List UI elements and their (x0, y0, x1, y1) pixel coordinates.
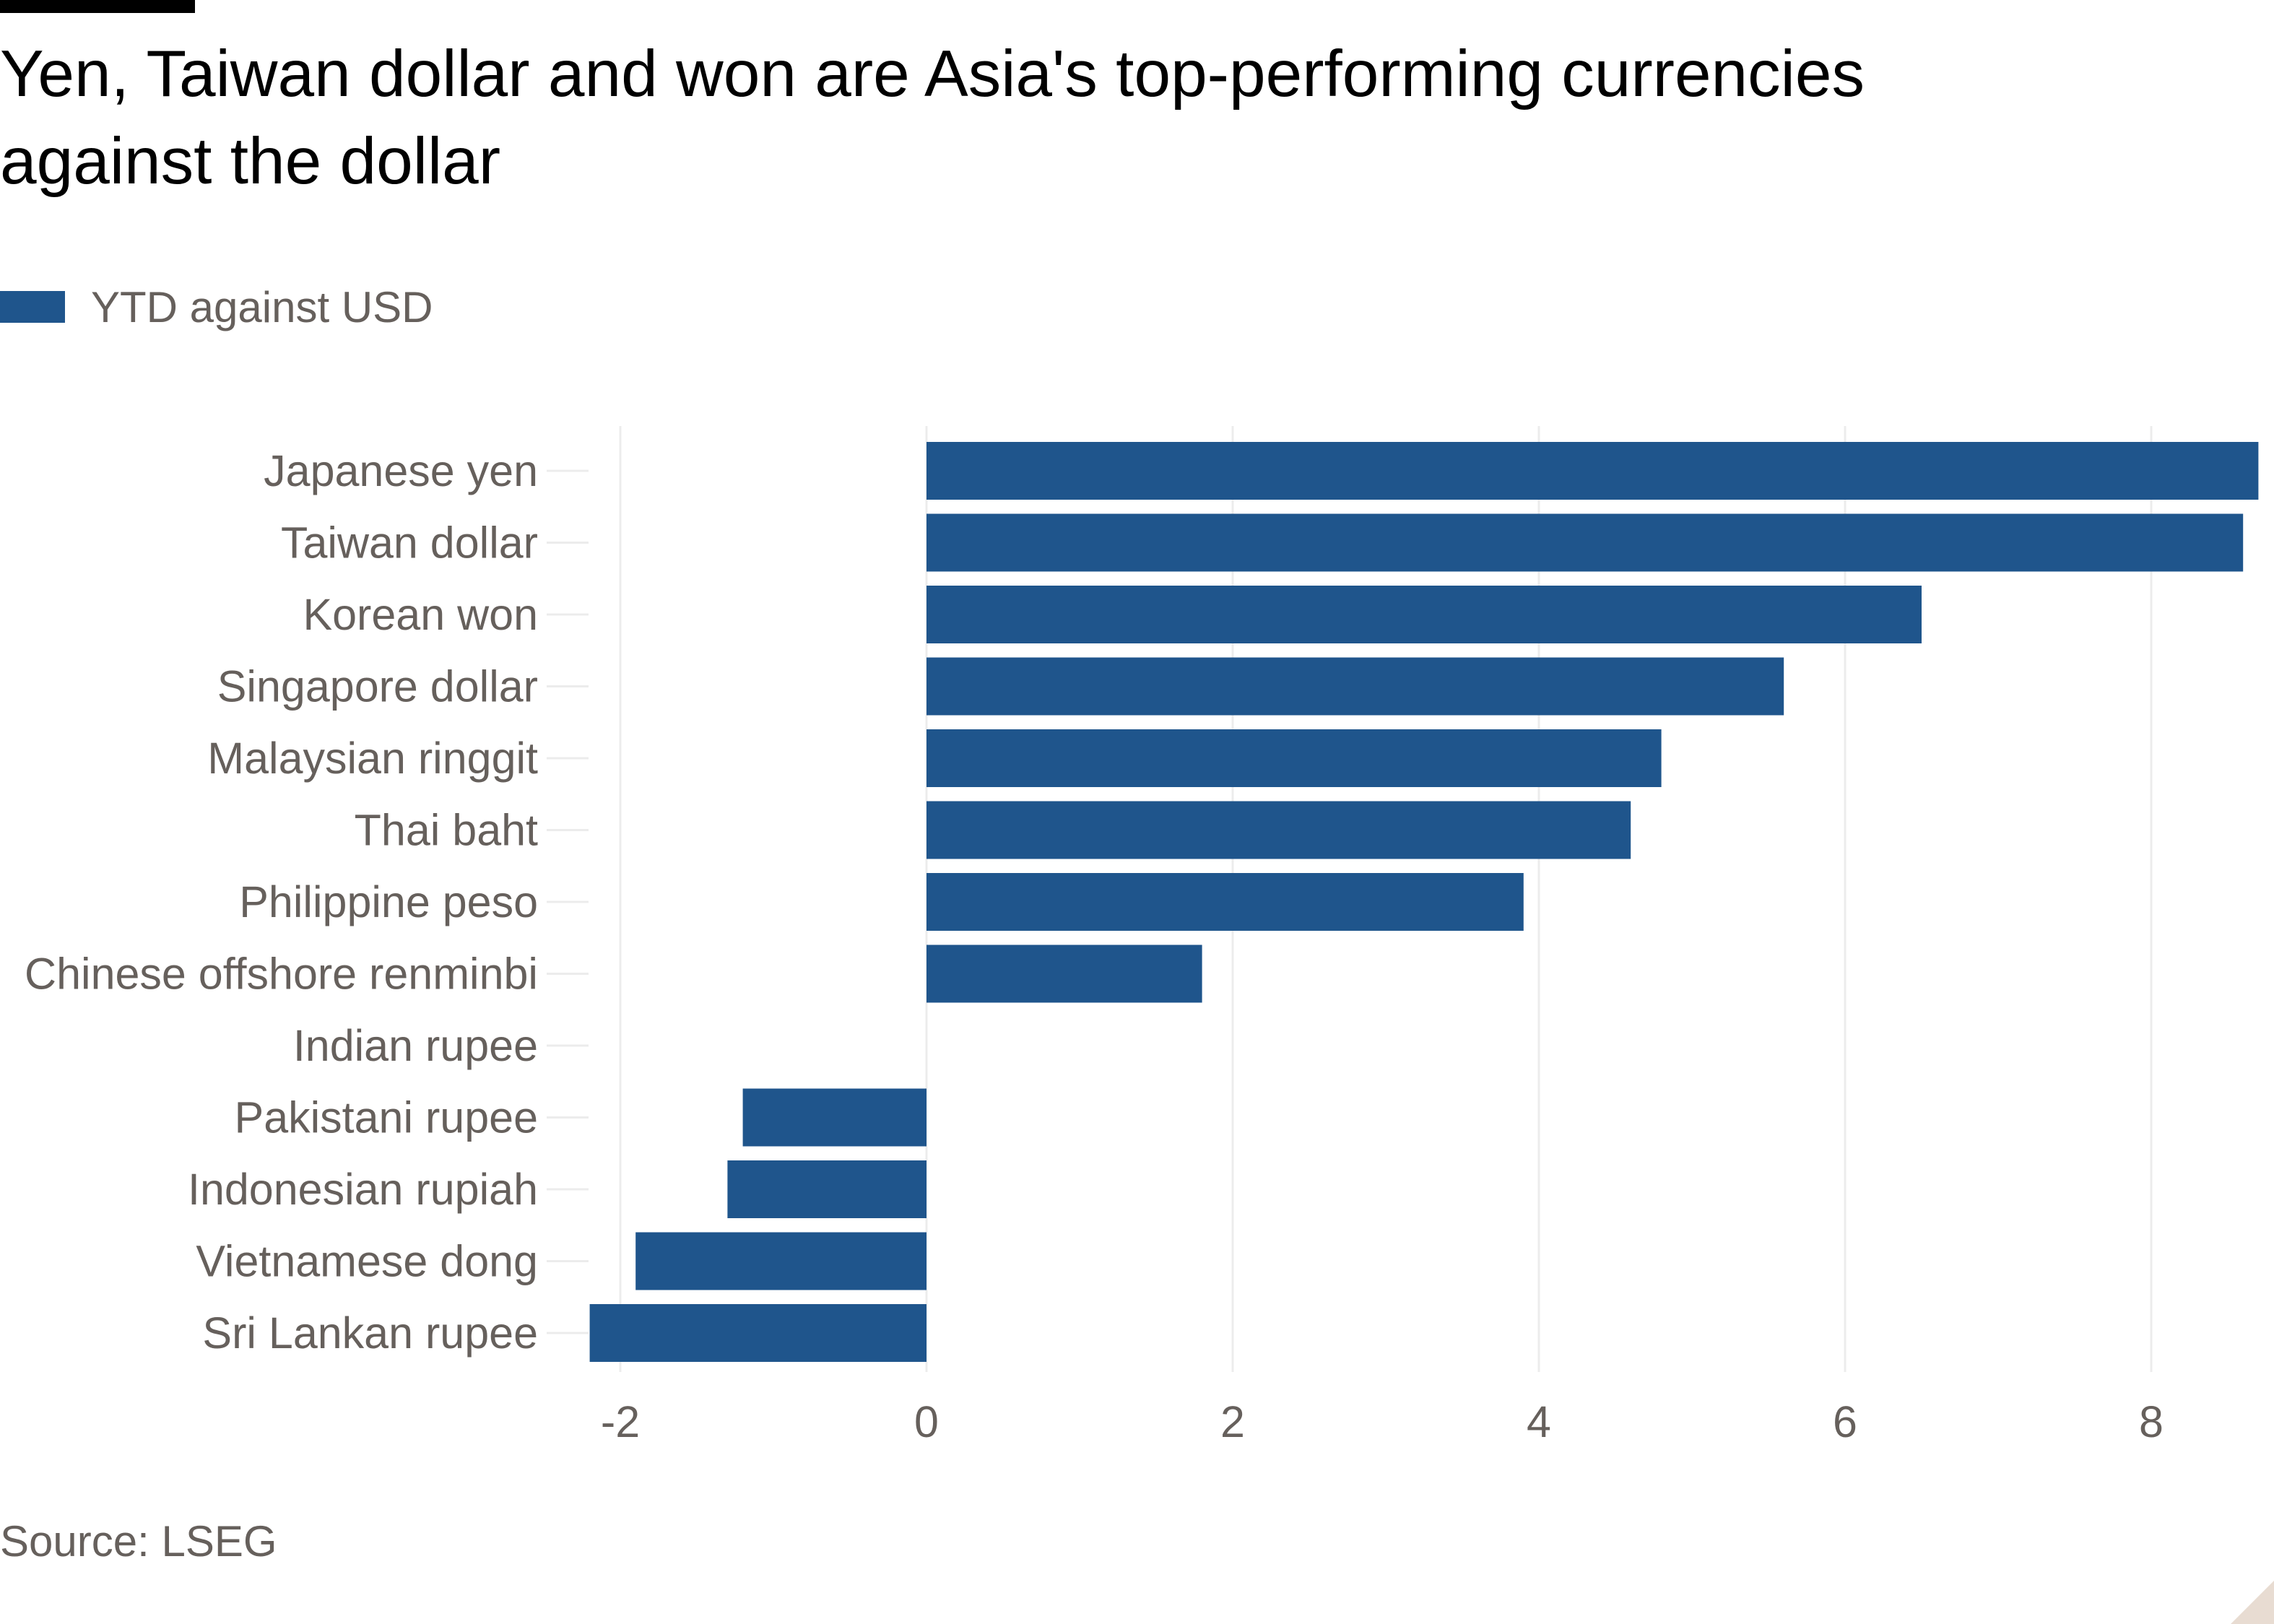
category-label: Chinese offshore renminbi (25, 950, 538, 999)
x-tick-label: -2 (601, 1397, 640, 1446)
x-axis-ticks: -2 0 2 4 6 8 (601, 1397, 2164, 1446)
category-label: Vietnamese dong (196, 1237, 538, 1286)
bar-chinese-offshore-renminbi (926, 945, 1202, 1003)
chart-title: Yen, Taiwan dollar and won are Asia's to… (0, 38, 1865, 198)
category-label: Malaysian ringgit (207, 734, 538, 783)
bar-sri-lankan-rupee (589, 1304, 926, 1362)
category-label: Singapore dollar (217, 662, 538, 711)
category-label: Korean won (303, 590, 538, 639)
bar-indonesian-rupiah (727, 1160, 926, 1218)
legend-label: YTD against USD (91, 282, 433, 331)
bar-korean-won (926, 586, 1922, 643)
category-labels: Japanese yen Taiwan dollar Korean won Singa… (25, 446, 538, 1358)
bar-taiwan-dollar (926, 513, 2244, 572)
category-label: Sri Lankan rupee (202, 1308, 538, 1358)
bar-thai-baht (926, 801, 1631, 859)
bar-philippine-peso (926, 873, 1524, 931)
category-label: Indian rupee (293, 1021, 538, 1070)
bar-pakistani-rupee (742, 1088, 926, 1147)
category-label: Pakistani rupee (235, 1093, 538, 1142)
x-tick-label: 4 (1527, 1397, 1551, 1446)
category-label: Indonesian rupiah (188, 1165, 538, 1214)
legend: YTD against USD (0, 278, 433, 336)
x-tick-label: 6 (1833, 1397, 1857, 1446)
top-rule (0, 0, 195, 13)
category-label: Philippine peso (239, 877, 538, 926)
category-label: Taiwan dollar (281, 518, 538, 568)
category-label: Japanese yen (264, 446, 538, 495)
bar-japanese-yen (926, 442, 2259, 500)
bar-singapore-dollar (926, 657, 1784, 716)
legend-swatch (0, 291, 65, 323)
x-tick-label: 2 (1220, 1397, 1245, 1446)
x-tick-label: 8 (2139, 1397, 2164, 1446)
source-note: Source: LSEG (0, 1517, 277, 1566)
category-label: Thai baht (355, 806, 538, 855)
bars (589, 442, 2259, 1362)
x-tick-label: 0 (914, 1397, 939, 1446)
corner-mark (2231, 1581, 2274, 1624)
bar-vietnamese-dong (635, 1232, 926, 1290)
bar-malaysian-ringgit (926, 729, 1662, 787)
